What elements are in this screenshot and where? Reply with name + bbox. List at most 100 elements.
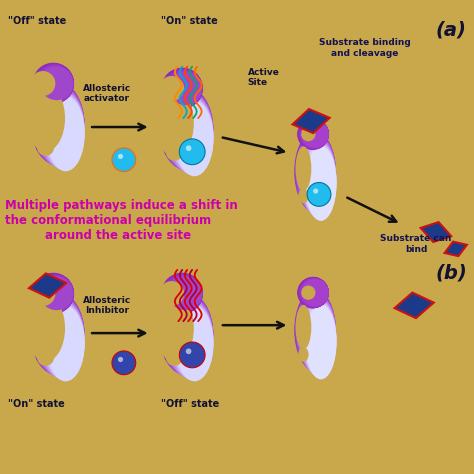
Ellipse shape <box>298 277 329 308</box>
Ellipse shape <box>38 66 73 101</box>
Ellipse shape <box>161 273 203 314</box>
Ellipse shape <box>297 293 336 373</box>
Circle shape <box>118 357 123 362</box>
Text: Allosteric
Inhibitor: Allosteric Inhibitor <box>83 296 131 315</box>
Ellipse shape <box>168 300 213 379</box>
Ellipse shape <box>298 277 329 308</box>
Ellipse shape <box>161 293 213 376</box>
Ellipse shape <box>40 277 73 310</box>
Ellipse shape <box>33 63 74 104</box>
Ellipse shape <box>37 137 54 156</box>
Circle shape <box>186 348 191 354</box>
Ellipse shape <box>299 277 329 308</box>
Ellipse shape <box>35 64 74 103</box>
Ellipse shape <box>36 64 73 102</box>
Ellipse shape <box>36 87 84 167</box>
Ellipse shape <box>299 119 329 149</box>
Ellipse shape <box>46 95 85 171</box>
Ellipse shape <box>159 76 184 101</box>
Ellipse shape <box>301 279 328 307</box>
Ellipse shape <box>169 277 202 310</box>
Polygon shape <box>445 242 467 256</box>
Ellipse shape <box>39 276 73 310</box>
Ellipse shape <box>295 291 336 372</box>
Ellipse shape <box>39 300 85 379</box>
Ellipse shape <box>164 274 202 313</box>
Ellipse shape <box>168 276 202 310</box>
Ellipse shape <box>168 95 213 173</box>
Ellipse shape <box>301 141 337 218</box>
Ellipse shape <box>39 90 85 168</box>
Polygon shape <box>29 273 66 298</box>
Circle shape <box>118 154 123 159</box>
Ellipse shape <box>162 294 213 376</box>
Ellipse shape <box>164 69 202 108</box>
Ellipse shape <box>32 293 84 376</box>
Ellipse shape <box>302 142 337 219</box>
Ellipse shape <box>36 297 84 377</box>
Ellipse shape <box>298 137 336 215</box>
Ellipse shape <box>161 68 203 109</box>
Ellipse shape <box>167 299 213 378</box>
Text: "Off" state: "Off" state <box>8 16 66 26</box>
Text: Allosteric
activator: Allosteric activator <box>83 84 131 103</box>
Text: the conformational equilibrium: the conformational equilibrium <box>5 214 211 227</box>
Ellipse shape <box>30 71 55 96</box>
Ellipse shape <box>176 307 213 382</box>
Ellipse shape <box>166 70 202 107</box>
Ellipse shape <box>162 273 203 314</box>
Ellipse shape <box>33 84 84 166</box>
Ellipse shape <box>171 97 213 174</box>
Ellipse shape <box>299 138 336 216</box>
Ellipse shape <box>159 292 213 375</box>
Ellipse shape <box>162 68 203 109</box>
Ellipse shape <box>46 305 85 381</box>
Ellipse shape <box>38 89 84 168</box>
Circle shape <box>179 139 205 164</box>
Ellipse shape <box>298 118 329 150</box>
Circle shape <box>186 146 191 151</box>
Ellipse shape <box>301 279 328 306</box>
Ellipse shape <box>301 285 316 300</box>
Ellipse shape <box>33 273 74 314</box>
Ellipse shape <box>37 347 54 366</box>
Polygon shape <box>394 292 434 318</box>
Ellipse shape <box>38 276 73 311</box>
Ellipse shape <box>169 72 202 105</box>
Ellipse shape <box>32 83 84 165</box>
Text: (a): (a) <box>436 21 467 40</box>
Ellipse shape <box>166 347 183 366</box>
Ellipse shape <box>159 281 184 306</box>
Ellipse shape <box>39 66 73 100</box>
Ellipse shape <box>302 301 337 377</box>
Ellipse shape <box>301 120 328 148</box>
Ellipse shape <box>36 274 73 312</box>
Ellipse shape <box>35 86 84 167</box>
Ellipse shape <box>164 296 213 377</box>
Text: around the active site: around the active site <box>45 229 191 242</box>
Ellipse shape <box>298 189 309 203</box>
Ellipse shape <box>176 101 213 176</box>
Ellipse shape <box>300 119 328 149</box>
Ellipse shape <box>299 119 329 149</box>
Ellipse shape <box>173 304 213 380</box>
Ellipse shape <box>30 292 84 375</box>
Circle shape <box>112 148 136 172</box>
Ellipse shape <box>298 119 329 150</box>
Ellipse shape <box>163 274 202 313</box>
Ellipse shape <box>173 99 213 175</box>
Ellipse shape <box>301 127 316 141</box>
Ellipse shape <box>42 92 85 170</box>
Ellipse shape <box>301 120 328 148</box>
Ellipse shape <box>42 302 85 380</box>
Ellipse shape <box>40 67 73 100</box>
Ellipse shape <box>26 85 65 152</box>
Ellipse shape <box>35 64 74 103</box>
Ellipse shape <box>166 143 183 161</box>
Ellipse shape <box>41 301 85 379</box>
Text: "On" state: "On" state <box>161 16 217 26</box>
Ellipse shape <box>166 275 202 312</box>
Ellipse shape <box>304 145 337 220</box>
Ellipse shape <box>301 121 328 147</box>
Ellipse shape <box>30 281 55 306</box>
